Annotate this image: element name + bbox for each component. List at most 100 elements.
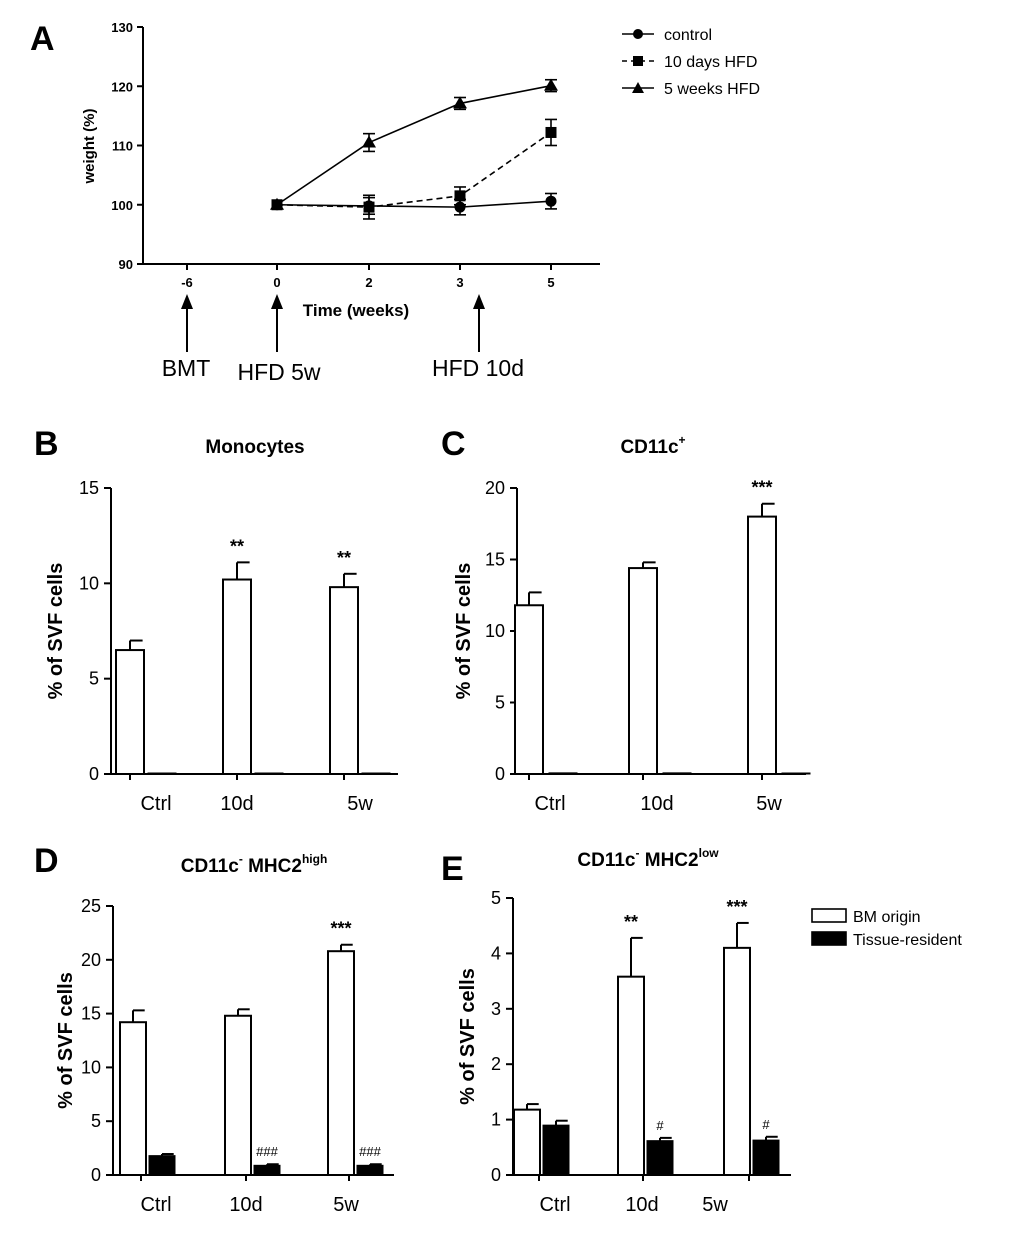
a-y-tick-label: 130 xyxy=(111,20,133,35)
a-series-line xyxy=(276,131,552,208)
a-x-tick-label: 5 xyxy=(547,275,554,290)
a-annotation-arrowhead xyxy=(473,294,485,309)
e-bar-tissue-resident xyxy=(646,1140,674,1176)
a-series-line xyxy=(276,84,552,206)
b-y-tick-label: 5 xyxy=(89,669,99,689)
c-bar-bm-origin xyxy=(514,604,544,776)
a-y-tick-label: 110 xyxy=(112,139,133,154)
e-y-tick-label: 5 xyxy=(491,888,501,908)
c-bar-bm-origin xyxy=(628,567,658,776)
e-y-tick-label: 3 xyxy=(491,999,501,1019)
d-y-tick-label: 5 xyxy=(91,1111,101,1131)
panel-letter-a: A xyxy=(30,20,55,58)
a-x-tick-label: 3 xyxy=(456,275,463,290)
e-legend-label: Tissue-resident xyxy=(853,932,962,949)
a-y-tick-label: 90 xyxy=(119,257,133,272)
panel-letter-c: C xyxy=(441,425,466,463)
d-significance-label: *** xyxy=(330,919,351,939)
d-bar-bm-origin xyxy=(327,950,355,1177)
b-y-tick-label: 0 xyxy=(89,764,99,784)
c-category-label: 10d xyxy=(640,793,673,815)
e-y-tick-label: 2 xyxy=(491,1054,501,1074)
a-x-tick-label: -6 xyxy=(181,275,193,290)
b-y-tick-label: 10 xyxy=(79,573,99,593)
a-point-10d xyxy=(545,126,557,138)
b-bar-tissue-resident xyxy=(361,772,391,775)
a-y-axis-label: weight (%) xyxy=(81,109,98,185)
d-y-tick-label: 15 xyxy=(81,1004,101,1024)
c-y-tick-label: 20 xyxy=(485,478,505,498)
d-y-axis-label: % of SVF cells xyxy=(55,972,77,1109)
e-y-axis-label: % of SVF cells xyxy=(457,968,479,1105)
e-legend-swatch-tissue-resident xyxy=(811,931,847,946)
c-bar-tissue-resident xyxy=(548,772,578,775)
e-category-label: 5w xyxy=(702,1194,728,1216)
panel-title-d: CD11c- MHC2high xyxy=(181,852,328,877)
a-annotation-label: HFD 10d xyxy=(432,355,524,381)
c-bar-tissue-resident xyxy=(781,772,811,775)
b-category-label: 10d xyxy=(220,793,253,815)
a-x-tick-label: 2 xyxy=(365,275,372,290)
a-legend-marker xyxy=(633,29,643,39)
b-category-label: 5w xyxy=(347,793,373,815)
e-legend-swatch-bm-origin xyxy=(811,908,847,923)
d-category-label: 5w xyxy=(333,1194,359,1216)
d-bar-tissue-resident xyxy=(253,1164,281,1176)
e-y-tick-label: 4 xyxy=(491,943,501,963)
e-significance-label: *** xyxy=(726,897,747,917)
a-legend-marker xyxy=(632,82,644,93)
d-bar-bm-origin xyxy=(224,1014,252,1177)
b-bar-tissue-resident xyxy=(147,772,177,775)
e-y-tick-label: 1 xyxy=(491,1110,501,1130)
c-y-tick-label: 10 xyxy=(485,621,505,641)
d-significance-label: ### xyxy=(256,1144,278,1159)
a-point-10d xyxy=(363,201,375,213)
e-bar-bm-origin xyxy=(513,1108,541,1177)
panel-title-b: Monocytes xyxy=(205,437,304,458)
e-significance-label: # xyxy=(656,1118,664,1133)
c-y-axis-label: % of SVF cells xyxy=(453,563,475,700)
c-y-tick-label: 5 xyxy=(495,693,505,713)
a-point-5w xyxy=(270,197,284,210)
b-y-axis-label: % of SVF cells xyxy=(45,563,67,700)
c-category-label: Ctrl xyxy=(534,793,565,815)
c-significance-label: *** xyxy=(751,478,772,498)
e-y-tick-label: 0 xyxy=(491,1165,501,1185)
a-annotation-label: BMT xyxy=(162,355,211,381)
panel-title-e: CD11c- MHC2low xyxy=(577,846,719,871)
e-significance-label: ** xyxy=(624,912,638,932)
a-annotation-arrowhead xyxy=(271,294,283,309)
a-x-tick-label: 0 xyxy=(273,275,280,290)
c-bar-bm-origin xyxy=(747,515,777,775)
c-bar-tissue-resident xyxy=(662,772,692,775)
a-legend-label: 10 days HFD xyxy=(664,54,757,71)
e-category-label: Ctrl xyxy=(539,1194,570,1216)
b-significance-label: ** xyxy=(230,536,244,556)
e-bar-bm-origin xyxy=(723,946,751,1176)
a-y-tick-label: 100 xyxy=(111,198,133,213)
c-y-tick-label: 0 xyxy=(495,764,505,784)
a-series-line xyxy=(276,200,552,208)
e-bar-bm-origin xyxy=(617,975,645,1177)
b-bar-tissue-resident xyxy=(254,772,284,775)
panel-title-c: CD11c+ xyxy=(620,433,685,458)
panel-letter-d: D xyxy=(34,842,59,880)
b-significance-label: ** xyxy=(337,548,351,568)
panel-letter-b: B xyxy=(34,425,59,463)
d-category-label: 10d xyxy=(229,1194,262,1216)
a-legend-label: 5 weeks HFD xyxy=(664,81,760,98)
a-legend-label: control xyxy=(664,27,712,44)
c-category-label: 5w xyxy=(756,793,782,815)
a-legend-marker xyxy=(633,56,643,66)
a-point-5w xyxy=(544,78,558,91)
d-bar-tissue-resident xyxy=(148,1155,176,1176)
d-bar-tissue-resident xyxy=(356,1164,384,1176)
a-point-5w xyxy=(453,96,467,109)
a-point-5w xyxy=(362,135,376,148)
a-x-axis-label: Time (weeks) xyxy=(303,301,409,320)
d-y-tick-label: 20 xyxy=(81,950,101,970)
e-significance-label: # xyxy=(762,1117,770,1132)
d-bar-bm-origin xyxy=(119,1021,147,1177)
b-bar-bm-origin xyxy=(329,586,359,775)
